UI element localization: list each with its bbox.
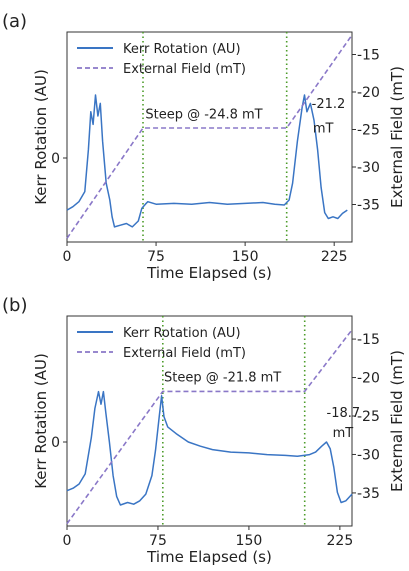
annotation: Steep @ -21.8 mT bbox=[164, 370, 281, 385]
series bbox=[66, 329, 353, 525]
y2-tick-label: -30 bbox=[357, 160, 380, 176]
x-tick-label: 150 bbox=[236, 533, 263, 549]
y-ticks: 0 bbox=[51, 151, 67, 167]
vlines bbox=[142, 32, 288, 242]
series-line-external-field bbox=[66, 34, 353, 239]
x-tick-label: 150 bbox=[232, 249, 259, 265]
x-ticks: 0 75 150 225 bbox=[63, 242, 348, 265]
y2-ticks: -15 -20 -25 -30 -35 bbox=[352, 332, 380, 502]
annotations: Steep @ -24.8 mT -21.2 mT bbox=[145, 97, 345, 137]
annotation: mT bbox=[313, 122, 334, 137]
y2-tick-label: -15 bbox=[357, 48, 380, 64]
y-axis-label: Kerr Rotation (AU) bbox=[32, 69, 50, 205]
annotation: Steep @ -24.8 mT bbox=[145, 107, 262, 122]
x-axis-label: Time Elapsed (s) bbox=[146, 548, 272, 566]
y2-ticks: -15 -20 -25 -30 -35 bbox=[352, 48, 380, 214]
y2-axis-label: External Field (mT) bbox=[388, 66, 406, 208]
x-tick-label: 0 bbox=[63, 249, 72, 265]
series-line-kerr-rotation bbox=[66, 94, 348, 228]
legend: Kerr Rotation (AU) External Field (mT) bbox=[77, 42, 246, 77]
x-ticks: 0 75 150 225 bbox=[63, 526, 354, 549]
y2-axis-label: External Field (mT) bbox=[388, 350, 406, 492]
series bbox=[66, 34, 353, 239]
legend: Kerr Rotation (AU) External Field (mT) bbox=[77, 326, 246, 361]
x-tick-label: 0 bbox=[63, 533, 72, 549]
y2-tick-label: -25 bbox=[357, 123, 380, 139]
legend-label-kerr: Kerr Rotation (AU) bbox=[123, 42, 241, 57]
series-line-external-field bbox=[66, 329, 353, 525]
panel-b: (b) 0 75 150 225 0 -15 -20 -25 -30 -35 Steep @ … bbox=[2, 295, 406, 566]
legend-label-kerr: Kerr Rotation (AU) bbox=[123, 326, 241, 341]
panel-a: (a) 0 75 150 225 0 -15 -20 -25 -30 -35 Steep @ … bbox=[2, 11, 406, 282]
annotation: mT bbox=[333, 426, 354, 441]
plot-area bbox=[66, 315, 353, 527]
x-axis-label: Time Elapsed (s) bbox=[146, 264, 272, 282]
y-axis-label: Kerr Rotation (AU) bbox=[32, 353, 50, 489]
y-ticks: 0 bbox=[51, 435, 67, 451]
plot-area bbox=[66, 31, 353, 243]
series-line-kerr-rotation bbox=[66, 390, 353, 506]
vlines bbox=[162, 316, 306, 526]
y2-tick-label: -35 bbox=[357, 486, 380, 502]
y2-tick-label: -20 bbox=[357, 371, 380, 387]
x-tick-label: 225 bbox=[321, 249, 348, 265]
legend-label-field: External Field (mT) bbox=[123, 346, 246, 361]
x-tick-label: 75 bbox=[147, 249, 165, 265]
annotation: -18.7 bbox=[327, 406, 361, 421]
legend-label-field: External Field (mT) bbox=[123, 62, 246, 77]
y2-tick-label: -20 bbox=[357, 85, 380, 101]
x-tick-label: 75 bbox=[149, 533, 167, 549]
annotations: Steep @ -21.8 mT -18.7 mT bbox=[164, 370, 360, 440]
y-tick-label: 0 bbox=[51, 435, 60, 451]
panel-label: (b) bbox=[2, 295, 27, 316]
x-tick-label: 225 bbox=[327, 533, 354, 549]
annotation: -21.2 bbox=[312, 97, 346, 112]
y2-tick-label: -30 bbox=[357, 447, 380, 463]
panel-label: (a) bbox=[2, 11, 27, 32]
y2-tick-label: -25 bbox=[357, 409, 380, 425]
y2-tick-label: -35 bbox=[357, 198, 380, 214]
y-tick-label: 0 bbox=[51, 151, 60, 167]
y2-tick-label: -15 bbox=[357, 332, 380, 348]
